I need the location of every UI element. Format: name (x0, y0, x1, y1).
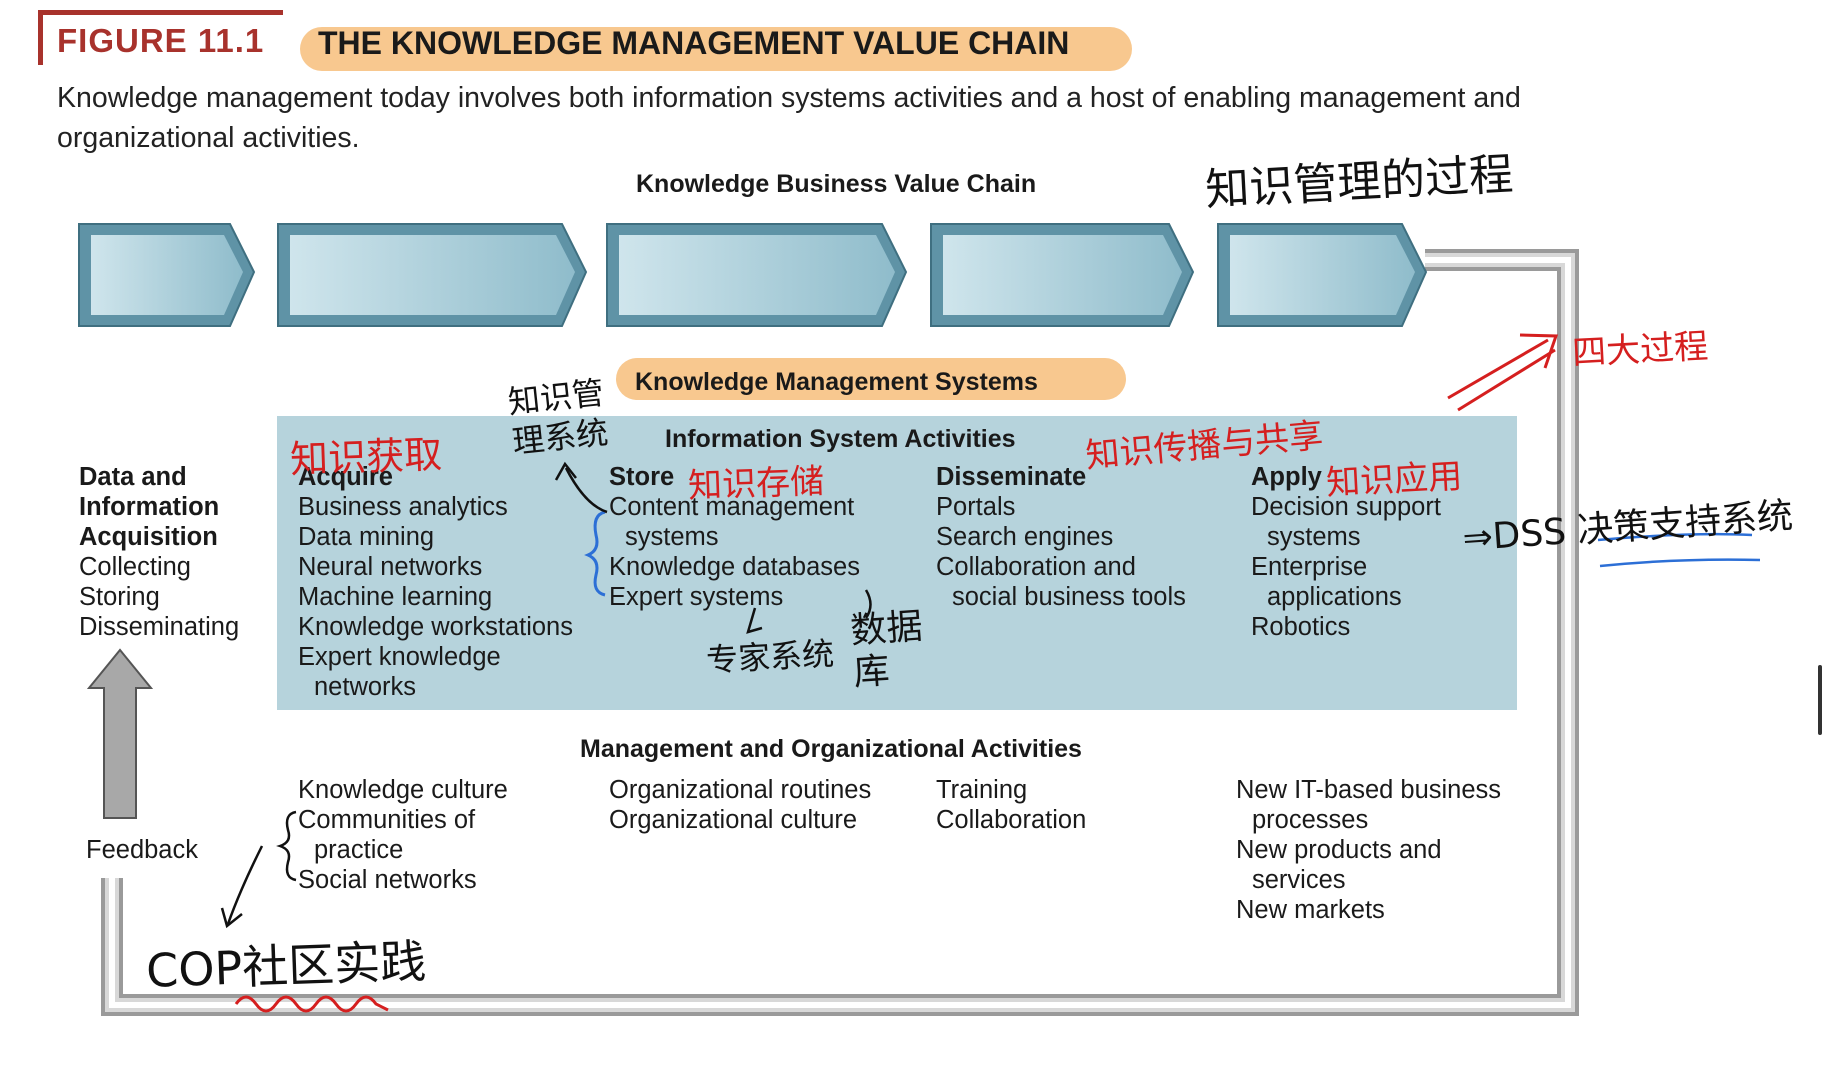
mgmt-item: Organizational culture (609, 806, 858, 834)
figure-bracket (38, 10, 283, 65)
acquire-item: Business analytics (298, 493, 508, 521)
acquire-heading: Acquire (298, 463, 393, 491)
acquisition-heading-1: Data and (79, 463, 187, 491)
annotation-kms: 知识管理系统 (506, 373, 610, 462)
mgmt-activities-title: Management and Organizational Activities (580, 735, 1082, 763)
mgmt-column-4: New IT-based business processes New prod… (1236, 775, 1501, 925)
mgmt-column-1: Knowledge culture Communities of practic… (298, 775, 508, 895)
acquire-item: Neural networks (298, 553, 483, 581)
figure-caption: Knowledge management today involves both… (57, 82, 1521, 154)
store-item: Knowledge databases (609, 553, 860, 581)
mgmt-item: Communities of (298, 806, 476, 834)
annotation-expert-systems: 专家系统 (705, 634, 836, 680)
disseminate-column: Disseminate Portals Search engines Colla… (936, 462, 1186, 612)
value-chain-chevron-2 (277, 223, 588, 327)
scrollbar-thumb[interactable] (1818, 665, 1822, 735)
feedback-label: Feedback (86, 836, 198, 864)
figure-title: THE KNOWLEDGE MANAGEMENT VALUE CHAIN (318, 25, 1070, 61)
mgmt-column-2: Organizational routines Organizational c… (609, 775, 871, 835)
store-column: Store Content management systems Knowled… (609, 462, 860, 612)
acquisition-item: Collecting (79, 553, 191, 581)
figure-title-pill (300, 27, 1132, 71)
store-item: Content management (609, 493, 855, 521)
apply-item: Enterprise (1251, 553, 1368, 581)
disseminate-item: Portals (936, 493, 1016, 521)
apply-item: applications (1267, 583, 1402, 611)
disseminate-heading: Disseminate (936, 463, 1087, 491)
value-chain-chevron-5 (1217, 223, 1428, 327)
feedback-arrow (86, 648, 154, 819)
kms-title: Knowledge Management Systems (635, 368, 1038, 396)
acquisition-column: Data and Information Acquisition Collect… (79, 462, 239, 642)
mgmt-item: services (1252, 866, 1346, 894)
figure-label: FIGURE 11.1 (57, 22, 265, 59)
acquisition-heading-3: Acquisition (79, 523, 218, 551)
acquire-item: Expert knowledge (298, 643, 501, 671)
mgmt-item: Collaboration (936, 806, 1087, 834)
acquire-item: Data mining (298, 523, 435, 551)
acquire-item: Knowledge workstations (298, 613, 573, 641)
apply-item: Robotics (1251, 613, 1351, 641)
disseminate-item: Collaboration and (936, 553, 1136, 581)
value-chain-chevron-4 (930, 223, 1195, 327)
mgmt-column-3: Training Collaboration (936, 775, 1086, 835)
apply-heading: Apply (1251, 463, 1322, 491)
acquire-item: Machine learning (298, 583, 493, 611)
disseminate-item: social business tools (952, 583, 1186, 611)
mgmt-item: processes (1252, 806, 1369, 834)
mgmt-item: New products and (1236, 836, 1442, 864)
mgmt-item: Training (936, 776, 1028, 804)
annotation-acquire: 知识获取 (289, 432, 443, 482)
mgmt-item: Social networks (298, 866, 477, 894)
store-heading: Store (609, 463, 675, 491)
mgmt-item: Organizational routines (609, 776, 872, 804)
value-chain-chevron-3 (606, 223, 908, 327)
store-item: Expert systems (609, 583, 784, 611)
mgmt-item: New markets (1236, 896, 1385, 924)
apply-item: systems (1267, 523, 1361, 551)
blue-brace (584, 510, 606, 597)
acquisition-item: Disseminating (79, 613, 240, 641)
acquisition-item: Storing (79, 583, 160, 611)
store-item: systems (625, 523, 719, 551)
mgmt-item: practice (314, 836, 404, 864)
annotation-apply: 知识应用 (1325, 456, 1464, 504)
disseminate-item: Search engines (936, 523, 1114, 551)
value-chain-chevron-1 (78, 223, 256, 327)
acquire-item: networks (314, 673, 417, 701)
acquire-column: Acquire Business analytics Data mining N… (298, 462, 573, 702)
apply-item: Decision support (1251, 493, 1441, 521)
annotation-four-processes: 四大过程 (1571, 326, 1710, 374)
value-chain-title: Knowledge Business Value Chain (636, 170, 1037, 198)
apply-column: Apply Decision support systems Enterpris… (1251, 462, 1441, 642)
mgmt-item: Knowledge culture (298, 776, 508, 804)
annotation-cop: COP社区实践 (145, 934, 428, 998)
annotation-database: 数据库 (849, 606, 924, 694)
is-activities-title: Information System Activities (665, 425, 1016, 453)
kms-pill (616, 358, 1126, 400)
annotation-store: 知识存储 (687, 461, 825, 507)
acquisition-heading-2: Information (79, 493, 220, 521)
mgmt-item: New IT-based business (1236, 776, 1502, 804)
is-activities-box (277, 416, 1517, 710)
